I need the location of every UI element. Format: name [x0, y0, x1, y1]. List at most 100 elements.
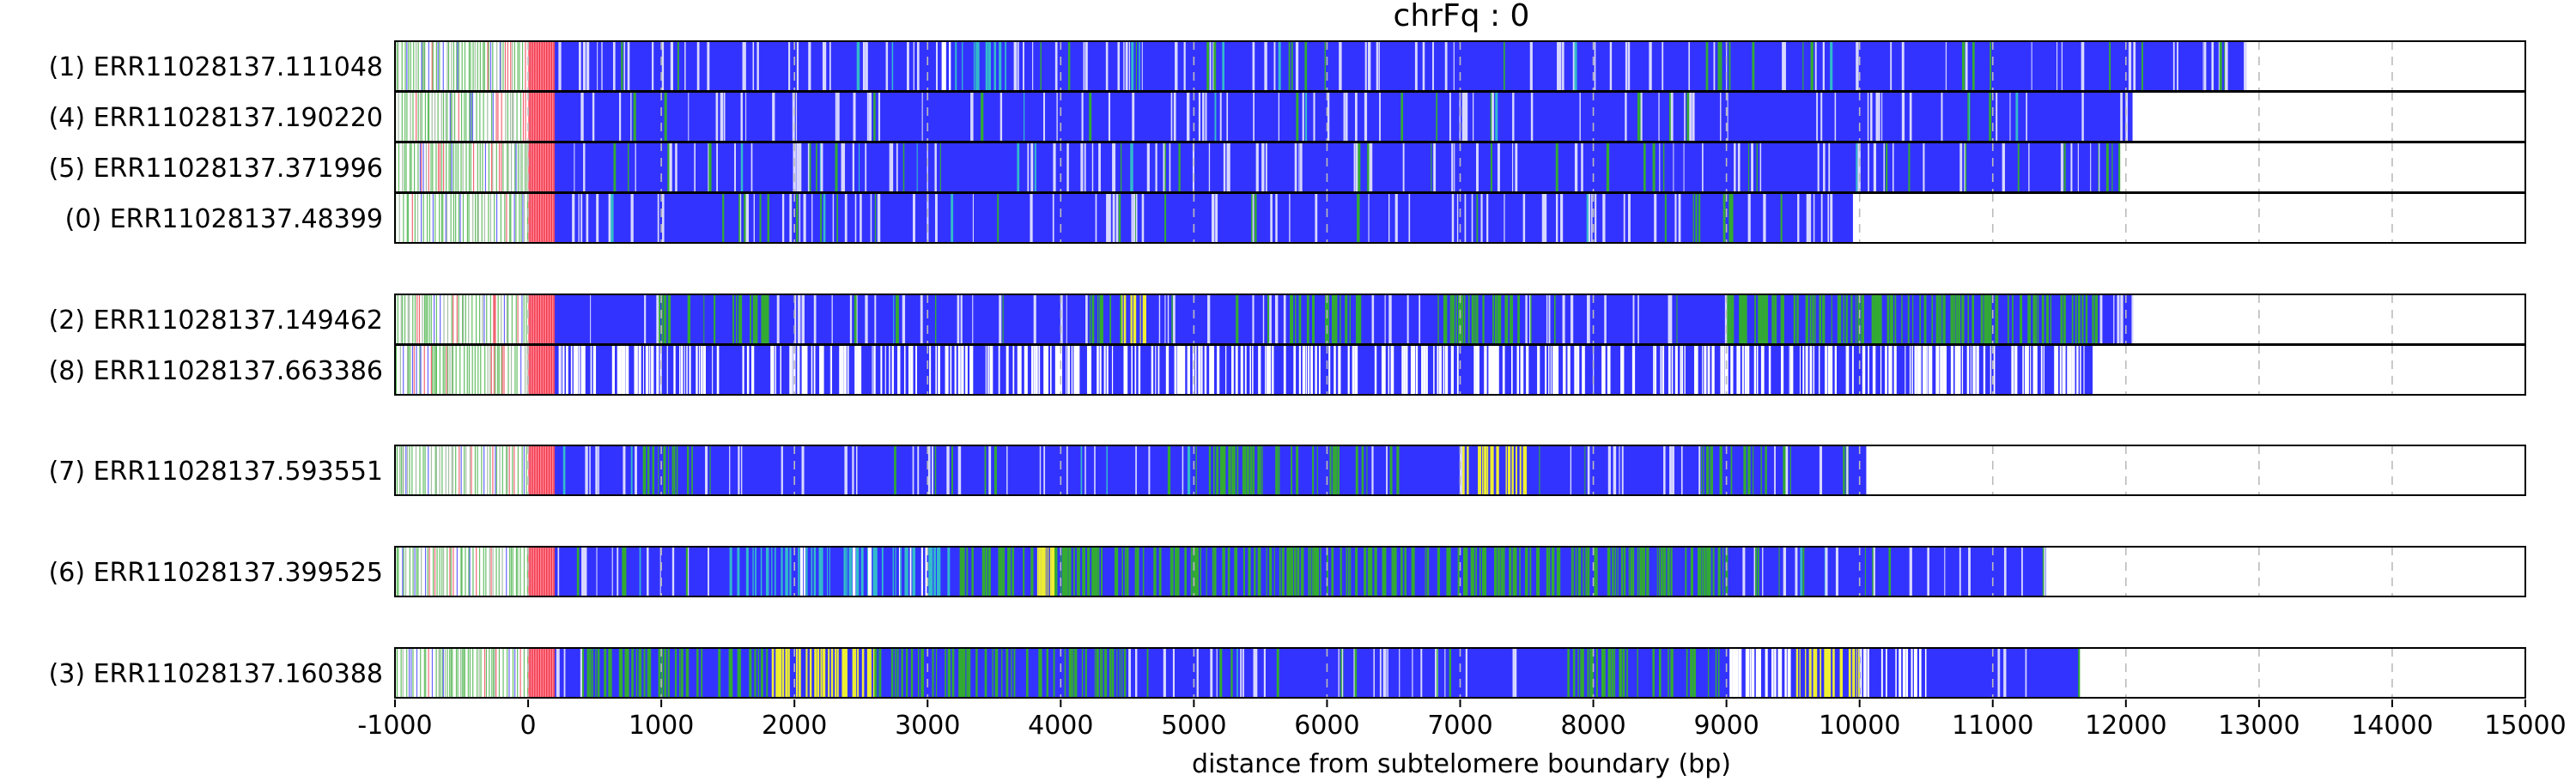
variant-line [1382, 345, 1386, 395]
variant-line [1511, 445, 1514, 495]
variant-line [870, 547, 872, 596]
variant-line [1485, 445, 1487, 495]
variant-line [1537, 547, 1540, 596]
variant-line [1511, 294, 1514, 344]
variant-line [1255, 193, 1257, 243]
variant-line [639, 547, 641, 596]
variant-line [737, 547, 740, 596]
variant-line [2062, 142, 2064, 192]
variant-line [1178, 142, 1181, 192]
variant-line [2098, 142, 2099, 192]
variant-line [1051, 547, 1054, 596]
subtelomere-line [428, 648, 429, 698]
variant-line [689, 345, 691, 395]
variant-line [601, 41, 603, 91]
variant-line [1820, 193, 1823, 243]
variant-line [1495, 547, 1497, 596]
variant-line [1846, 445, 1849, 495]
variant-line [1816, 92, 1819, 142]
variant-line [1907, 294, 1910, 344]
variant-line [2083, 345, 2085, 395]
variant-line [652, 445, 655, 495]
variant-line [1880, 294, 1882, 344]
variant-line [816, 142, 817, 192]
subtelomere-line [432, 193, 434, 243]
variant-line [829, 345, 831, 395]
variant-line [640, 648, 642, 698]
variant-line [1109, 648, 1112, 698]
variant-line [1100, 294, 1103, 344]
x-tick-label: 8000 [1560, 711, 1625, 741]
variant-line [1745, 648, 1749, 698]
variant-line [2054, 345, 2057, 395]
track-border [394, 647, 2526, 699]
variant-line [1916, 648, 1917, 698]
variant-line [562, 345, 565, 395]
variant-line [1121, 648, 1123, 698]
variant-line [1329, 445, 1332, 495]
variant-line [1701, 547, 1704, 596]
variant-line [1373, 648, 1375, 698]
variant-line [1957, 345, 1959, 395]
variant-line [1919, 294, 1921, 344]
variant-line [771, 547, 773, 596]
variant-line [647, 547, 649, 596]
variant-line [1830, 41, 1833, 91]
variant-line [1294, 142, 1297, 192]
subtelomere-line [475, 193, 477, 243]
variant-line [1504, 294, 1507, 344]
variant-line [562, 445, 566, 495]
variant-line [1271, 345, 1274, 395]
variant-line [1680, 445, 1683, 495]
variant-line [668, 445, 670, 495]
variant-line [1660, 547, 1662, 596]
subtelomere-line [405, 547, 407, 596]
variant-line [1443, 294, 1445, 344]
read-label: (5) ERR11028137.371996 [49, 154, 383, 184]
subtelomere-line [444, 648, 447, 698]
variant-line [738, 193, 742, 243]
boundary-line [547, 142, 549, 192]
variant-line [1412, 648, 1413, 698]
variant-line [729, 648, 733, 698]
boundary-line [542, 547, 544, 596]
variant-line [1082, 547, 1084, 596]
variant-line [1726, 345, 1728, 395]
variant-line [1388, 193, 1390, 243]
variant-line [1572, 41, 1576, 91]
variant-line [1305, 345, 1308, 395]
variant-line [1332, 445, 1334, 495]
subtelomere-line [460, 92, 463, 142]
variant-line [666, 345, 668, 395]
variant-line [1802, 41, 1804, 91]
subtelomere-line [412, 547, 414, 596]
variant-line [865, 294, 868, 344]
variant-line [1226, 142, 1230, 192]
variant-line [1084, 547, 1086, 596]
variant-line [985, 345, 987, 395]
variant-line [1747, 345, 1750, 395]
subtelomere-line [477, 345, 479, 395]
variant-line [849, 294, 853, 344]
variant-line [1116, 648, 1118, 698]
boundary-line [530, 193, 532, 243]
subtelomere-line [417, 547, 419, 596]
variant-line [1990, 294, 1992, 344]
subtelomere-line [525, 41, 526, 91]
subtelomere-line [507, 294, 509, 344]
variant-line [1298, 294, 1302, 344]
variant-line [1105, 41, 1109, 91]
variant-line [2244, 41, 2247, 91]
variant-line [895, 547, 896, 596]
variant-line [635, 648, 638, 698]
variant-line [642, 345, 644, 395]
variant-line [1873, 547, 1875, 596]
variant-line [1382, 648, 1386, 698]
variant-line [1196, 648, 1199, 698]
variant-line [2012, 294, 2014, 344]
variant-line [658, 445, 659, 495]
variant-line [625, 345, 629, 395]
variant-line [580, 193, 583, 243]
variant-line [1872, 345, 1876, 395]
subtelomere-line [435, 445, 438, 495]
